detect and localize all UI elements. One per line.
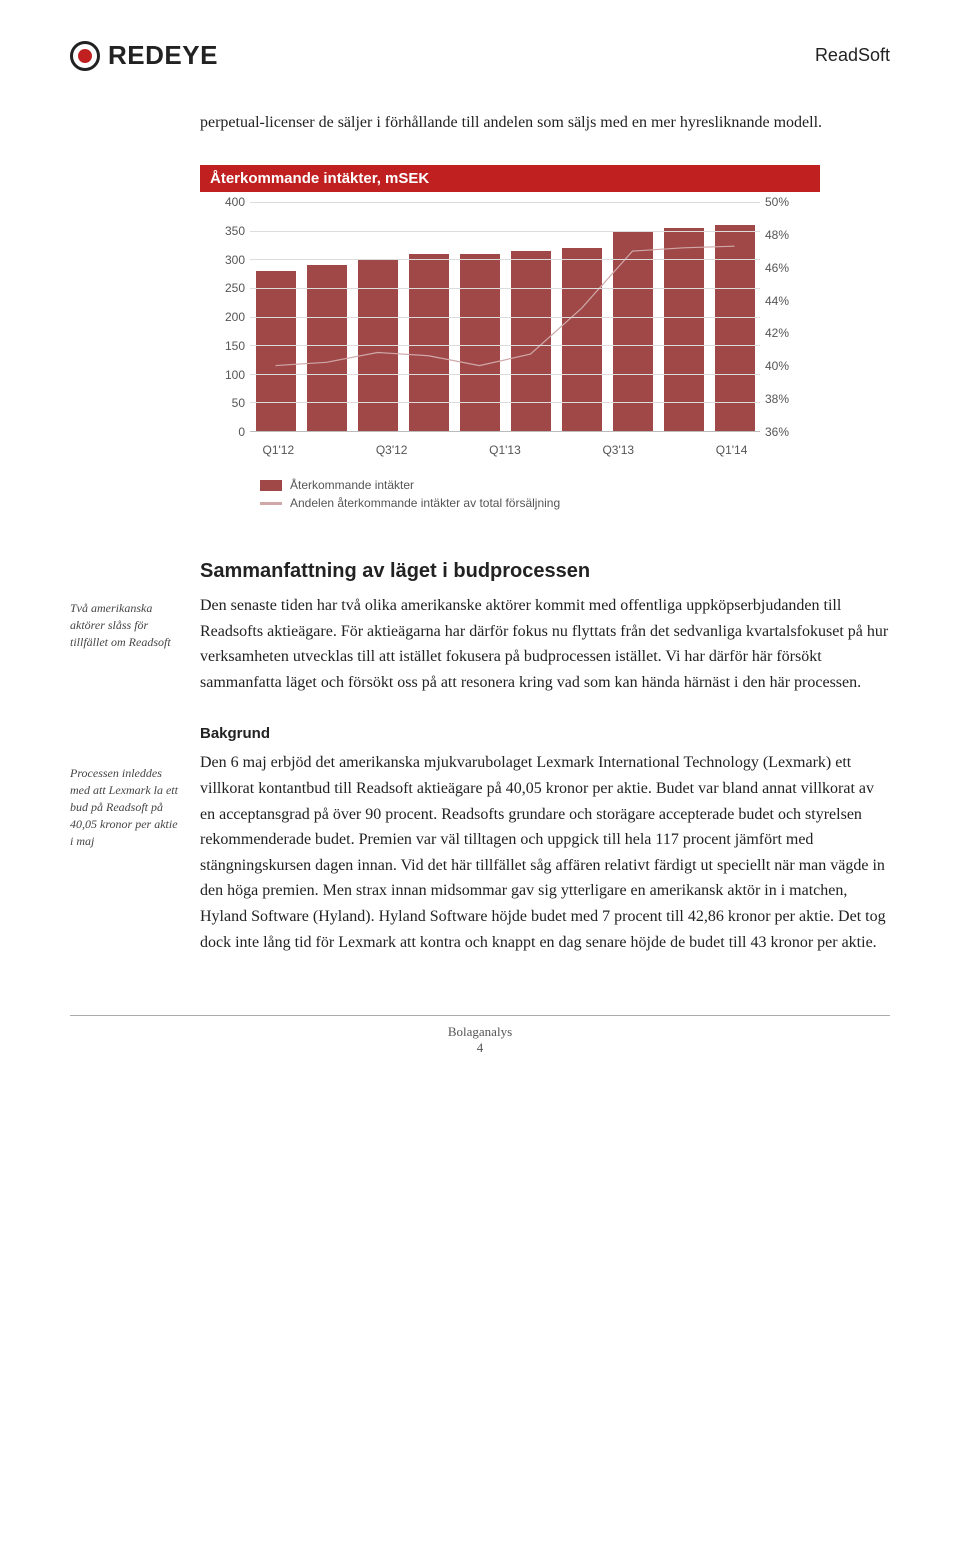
legend-line-swatch xyxy=(260,502,282,505)
margin-note-1: Två amerikanska aktörer slåss för tillfä… xyxy=(70,560,200,650)
chart-bar xyxy=(511,251,551,431)
chart-bar xyxy=(562,248,602,431)
chart-bar xyxy=(409,254,449,431)
x-axis-label xyxy=(537,443,587,457)
margin-note-2: Processen inleddes med att Lexmark la et… xyxy=(70,725,200,849)
y-axis-left-label: 400 xyxy=(210,195,245,209)
y-axis-left-label: 0 xyxy=(210,425,245,439)
section-background: Processen inleddes med att Lexmark la et… xyxy=(70,725,890,955)
section1-body: Den senaste tiden har två olika amerikan… xyxy=(200,593,890,695)
page-footer: Bolaganalys 4 xyxy=(70,1015,890,1056)
gridline xyxy=(250,202,760,203)
x-axis-label xyxy=(650,443,700,457)
y-axis-right-label: 48% xyxy=(765,228,810,242)
gridline xyxy=(250,288,760,289)
doc-name: ReadSoft xyxy=(815,45,890,66)
chart-plot-area xyxy=(250,202,760,432)
y-axis-right-label: 38% xyxy=(765,392,810,406)
gridline xyxy=(250,231,760,232)
section-summary: Två amerikanska aktörer slåss för tillfä… xyxy=(70,560,890,695)
brand-name: REDEYE xyxy=(108,40,218,71)
legend-bar-swatch xyxy=(260,480,282,491)
x-axis-label xyxy=(310,443,360,457)
y-axis-right-label: 46% xyxy=(765,261,810,275)
chart-bar xyxy=(664,228,704,431)
y-axis-left-label: 250 xyxy=(210,281,245,295)
gridline xyxy=(250,317,760,318)
section1-heading: Sammanfattning av läget i budprocessen xyxy=(200,560,890,583)
logo: REDEYE xyxy=(70,40,218,71)
chart-bar xyxy=(613,231,653,431)
legend-bar-label: Återkommande intäkter xyxy=(290,478,414,492)
x-axis-label: Q3'13 xyxy=(593,443,643,457)
gridline xyxy=(250,259,760,260)
chart-bar xyxy=(256,271,296,431)
page-number: 4 xyxy=(477,1040,484,1055)
chart-bar xyxy=(307,265,347,431)
y-axis-left-label: 50 xyxy=(210,396,245,410)
redeye-logo-icon xyxy=(70,41,100,71)
intro-paragraph: perpetual-licenser de säljer i förhållan… xyxy=(200,111,890,135)
section2-heading: Bakgrund xyxy=(200,725,890,742)
x-axis-label xyxy=(423,443,473,457)
y-axis-left-label: 200 xyxy=(210,310,245,324)
y-axis-right-label: 44% xyxy=(765,294,810,308)
gridline xyxy=(250,402,760,403)
chart-legend: Återkommande intäkter Andelen återkomman… xyxy=(260,478,820,510)
y-axis-right-label: 40% xyxy=(765,359,810,373)
y-axis-right-label: 50% xyxy=(765,195,810,209)
y-axis-left-label: 350 xyxy=(210,224,245,238)
recurring-revenue-chart: Återkommande intäkter, mSEK Q1'12 Q3'12 Q1… xyxy=(200,165,820,510)
chart-title: Återkommande intäkter, mSEK xyxy=(200,165,820,192)
y-axis-right-label: 36% xyxy=(765,425,810,439)
y-axis-left-label: 150 xyxy=(210,339,245,353)
y-axis-left-label: 100 xyxy=(210,368,245,382)
legend-line-label: Andelen återkommande intäkter av total f… xyxy=(290,496,560,510)
x-axis-label: Q1'13 xyxy=(480,443,530,457)
x-axis-label: Q1'12 xyxy=(253,443,303,457)
chart-bar xyxy=(715,225,755,431)
y-axis-left-label: 300 xyxy=(210,253,245,267)
x-axis-label: Q3'12 xyxy=(367,443,417,457)
section2-body: Den 6 maj erbjöd det amerikanska mjukvar… xyxy=(200,750,890,955)
gridline xyxy=(250,345,760,346)
y-axis-right-label: 42% xyxy=(765,326,810,340)
gridline xyxy=(250,374,760,375)
chart-bar xyxy=(460,254,500,431)
footer-label: Bolaganalys xyxy=(448,1024,512,1039)
x-axis-label: Q1'14 xyxy=(707,443,757,457)
page-header: REDEYE ReadSoft xyxy=(70,40,890,71)
